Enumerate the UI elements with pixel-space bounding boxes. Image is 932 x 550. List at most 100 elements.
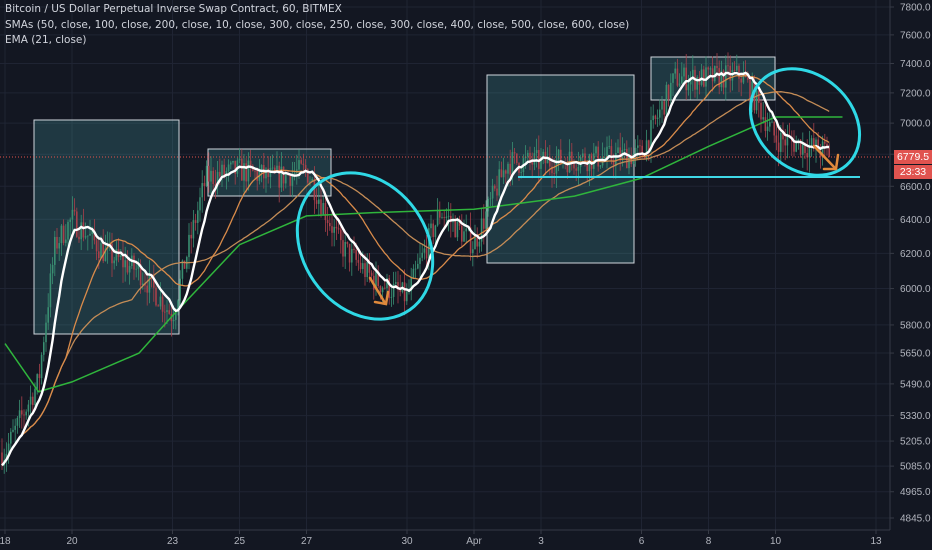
- candle-body: [192, 220, 195, 239]
- candle-body: [661, 101, 663, 110]
- time-tick-label: 13: [870, 536, 882, 547]
- candle-body: [443, 217, 445, 218]
- candle-body: [40, 354, 43, 379]
- candle-body: [397, 282, 399, 290]
- candle-body: [124, 260, 126, 268]
- candle-body: [428, 228, 430, 259]
- candle-body: [346, 241, 349, 244]
- candle-body: [225, 170, 228, 176]
- candle-body: [766, 126, 769, 131]
- candle-body: [89, 233, 91, 236]
- chart-legend: Bitcoin / US Dollar Perpetual Inverse Sw…: [5, 2, 629, 49]
- ellipse-annotation-2: [748, 67, 862, 177]
- candle-body: [573, 160, 575, 169]
- candle-body: [267, 168, 269, 177]
- candle-body: [1, 452, 3, 466]
- candle-body: [674, 68, 676, 74]
- candle-body: [379, 286, 382, 293]
- candle-body: [414, 268, 417, 270]
- candle-body: [304, 165, 307, 170]
- candle-body: [821, 141, 824, 158]
- candle-body: [663, 101, 665, 115]
- candle-body: [205, 165, 208, 186]
- candle-body: [432, 223, 434, 238]
- candle-body: [34, 388, 36, 406]
- candle-body: [423, 248, 426, 253]
- price-tick-label: 5330.0: [900, 411, 931, 422]
- price-tick-label: 6000.0: [900, 284, 931, 295]
- candle-body: [115, 249, 118, 261]
- candle-body: [377, 271, 379, 287]
- candle-body: [485, 211, 487, 229]
- candle-body: [577, 166, 580, 171]
- candle-body: [639, 145, 641, 147]
- ema-21-line: [4, 116, 843, 393]
- candle-body: [313, 178, 316, 201]
- candle-body: [197, 210, 199, 223]
- candle-body: [533, 153, 536, 165]
- candle-body: [725, 65, 727, 88]
- candle-body: [60, 225, 63, 244]
- candle-body: [509, 163, 511, 175]
- candle-body: [403, 282, 406, 302]
- price-axis[interactable]: 7800.07600.07400.07200.07000.06800.06600…: [889, 0, 931, 530]
- candle-body: [95, 240, 98, 252]
- price-tick-label: 7000.0: [900, 119, 931, 130]
- candle-body: [700, 69, 703, 85]
- candle-body: [615, 152, 617, 166]
- candle-body: [172, 319, 175, 322]
- candle-body: [155, 287, 157, 306]
- candle-body: [709, 68, 712, 70]
- candle-body: [49, 273, 52, 308]
- candle-body: [775, 135, 778, 143]
- candle-body: [399, 289, 401, 292]
- candle-body: [727, 65, 729, 67]
- candle-body: [718, 68, 720, 88]
- candle-body: [595, 146, 597, 154]
- candle-body: [324, 203, 327, 221]
- candle-body: [223, 164, 225, 176]
- candle-body: [566, 163, 569, 173]
- candle-body: [628, 155, 630, 169]
- sma-indicator-label[interactable]: SMAs (50, close, 100, close, 200, close,…: [5, 18, 630, 31]
- candle-body: [221, 164, 223, 177]
- candle-body: [410, 278, 412, 292]
- candle-body: [21, 410, 23, 415]
- candle-body: [78, 236, 80, 240]
- candle-body: [355, 249, 357, 260]
- time-tick-label: 25: [234, 536, 246, 547]
- candle-body: [203, 183, 206, 186]
- candle-body: [392, 283, 395, 297]
- candle-body: [27, 404, 30, 412]
- candle-body: [672, 73, 674, 83]
- annotations: [295, 67, 862, 321]
- candle-body: [166, 310, 168, 312]
- price-tick-label: 5205.0: [900, 437, 931, 448]
- symbol-title[interactable]: Bitcoin / US Dollar Perpetual Inverse Sw…: [5, 3, 342, 15]
- candle-body: [102, 243, 104, 262]
- sma-slow-line: [1, 91, 830, 466]
- price-tick-label: 6600.0: [900, 182, 931, 193]
- candle-body: [5, 453, 8, 460]
- candle-body: [612, 160, 615, 166]
- candle-body: [445, 216, 448, 218]
- time-axis[interactable]: 18 20 23 25 27 30 Apr 3 6 8 10 13: [0, 529, 890, 547]
- candle-body: [245, 163, 247, 182]
- candle-body: [652, 115, 654, 121]
- down-arrow-2: [812, 144, 840, 171]
- candle-body: [331, 226, 333, 233]
- candle-body: [681, 76, 683, 84]
- ema-indicator-label[interactable]: EMA (21, close): [5, 34, 87, 46]
- price-tick-label: 7200.0: [900, 88, 931, 99]
- candle-body: [183, 260, 186, 269]
- candle-body: [36, 374, 38, 389]
- candle-body: [10, 431, 12, 444]
- candle-body: [241, 158, 243, 181]
- candle-body: [300, 160, 302, 164]
- candle-body: [683, 67, 685, 77]
- candle-body: [289, 175, 291, 186]
- candle-body: [177, 300, 179, 312]
- candle-body: [608, 146, 610, 147]
- candle-body: [560, 149, 562, 164]
